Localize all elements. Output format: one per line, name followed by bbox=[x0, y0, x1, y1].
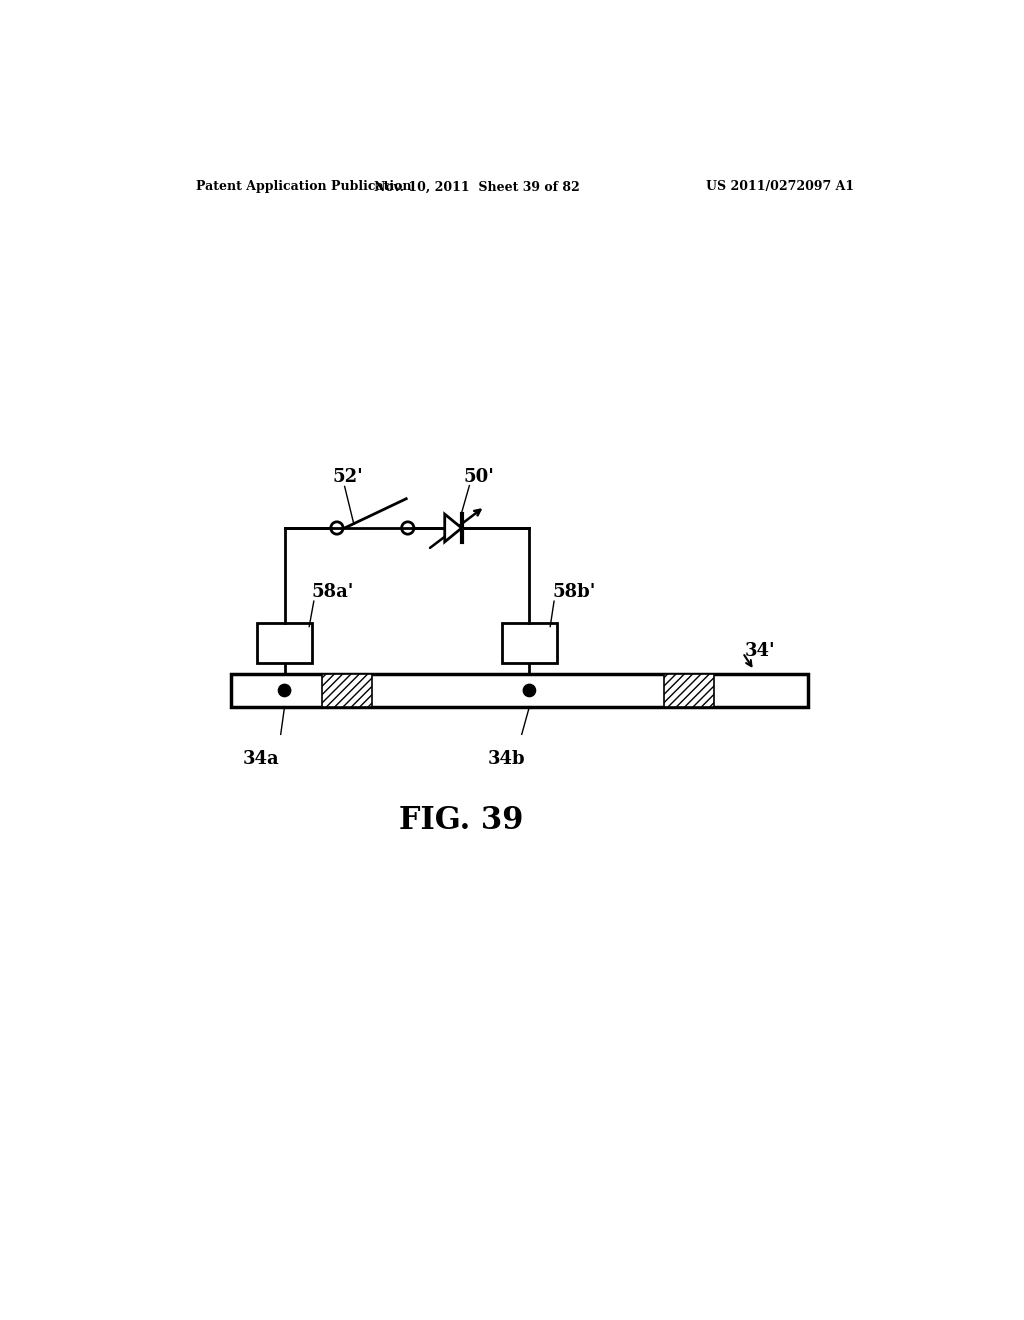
Text: 34a: 34a bbox=[243, 750, 280, 768]
Text: 58b': 58b' bbox=[553, 583, 596, 601]
Text: US 2011/0272097 A1: US 2011/0272097 A1 bbox=[707, 181, 854, 194]
Bar bbox=[502, 623, 557, 663]
Polygon shape bbox=[444, 515, 462, 543]
Text: 58a': 58a' bbox=[311, 583, 354, 601]
Bar bbox=[230, 675, 808, 706]
Bar bbox=[665, 675, 714, 706]
Text: 52': 52' bbox=[333, 467, 364, 486]
Circle shape bbox=[523, 684, 536, 697]
Circle shape bbox=[279, 684, 291, 697]
Text: 50': 50' bbox=[463, 467, 494, 486]
Text: Nov. 10, 2011  Sheet 39 of 82: Nov. 10, 2011 Sheet 39 of 82 bbox=[374, 181, 580, 194]
Bar bbox=[257, 623, 312, 663]
Text: FIG. 39: FIG. 39 bbox=[399, 805, 524, 836]
Text: Patent Application Publication: Patent Application Publication bbox=[196, 181, 412, 194]
Bar bbox=[322, 675, 372, 706]
Text: 34b: 34b bbox=[487, 750, 525, 768]
Text: 34': 34' bbox=[745, 643, 775, 660]
